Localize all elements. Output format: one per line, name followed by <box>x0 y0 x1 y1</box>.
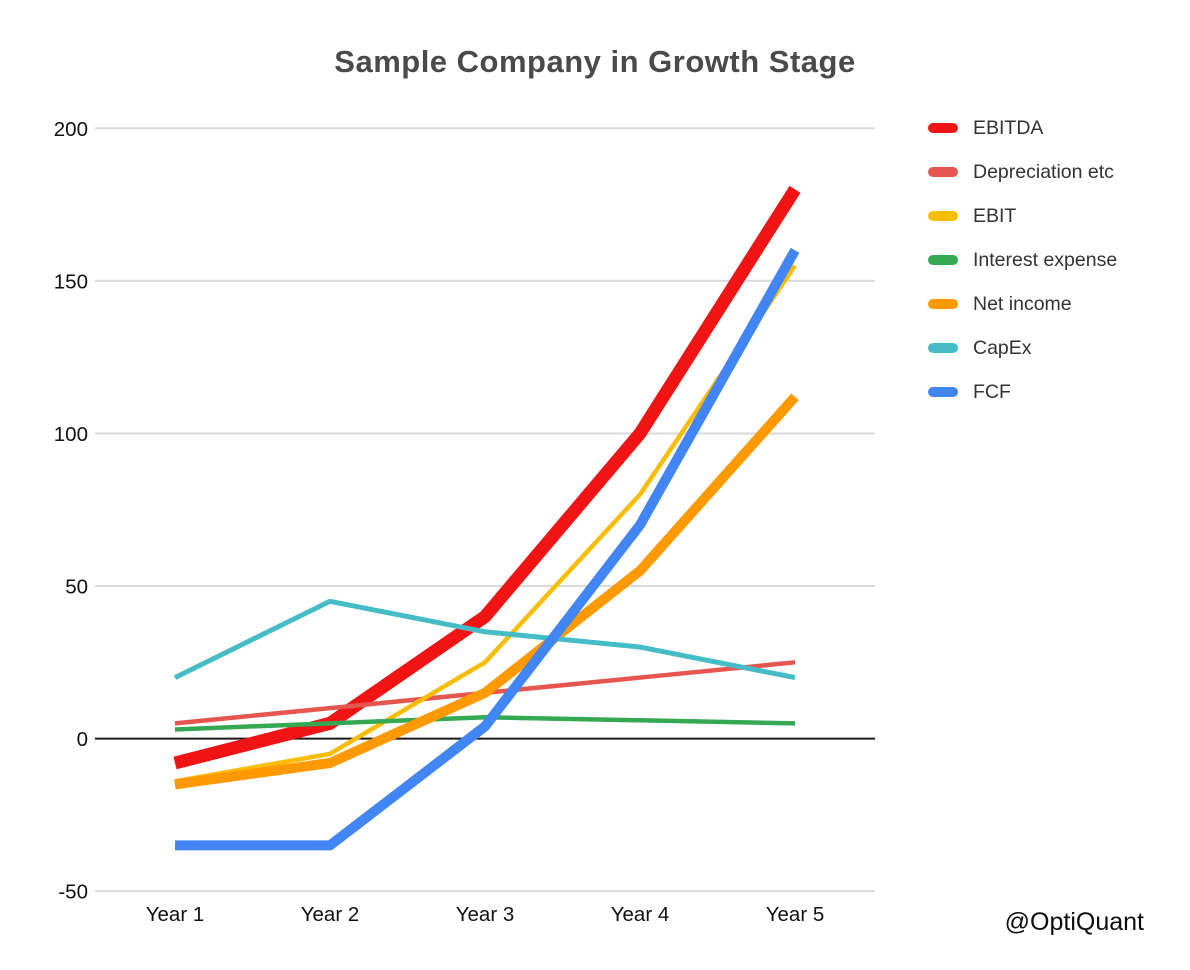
y-axis-tick-label: 0 <box>77 728 88 751</box>
y-axis-tick-label: 100 <box>54 423 88 446</box>
legend-swatch-icon <box>928 255 958 265</box>
legend-item-label: Depreciation etc <box>973 160 1114 183</box>
series-line-net-income <box>174 393 799 790</box>
x-axis-tick-label: Year 4 <box>611 903 670 926</box>
legend-item: CapEx <box>928 326 1117 370</box>
legend-item: Interest expense <box>928 238 1117 282</box>
chart-title: Sample Company in Growth Stage <box>334 44 856 79</box>
x-axis-tick-label: Year 1 <box>146 903 205 926</box>
legend-item-label: Interest expense <box>973 248 1118 271</box>
series-line-ebit <box>174 264 797 784</box>
y-axis-tick-label: 50 <box>65 576 88 599</box>
legend-item: FCF <box>928 370 1117 414</box>
series-line-capex <box>173 598 796 681</box>
y-axis-tick-label: 200 <box>54 118 88 141</box>
legend-item: EBITDA <box>928 106 1117 150</box>
legend-item-label: EBIT <box>973 204 1017 227</box>
legend-item: Depreciation etc <box>928 150 1117 194</box>
series-line-ebitda <box>173 185 801 770</box>
watermark: @OptiQuant <box>1004 908 1144 936</box>
legend-item-label: FCF <box>973 380 1011 403</box>
legend-swatch-icon <box>928 167 958 177</box>
legend-item-label: CapEx <box>973 336 1032 359</box>
legend-item-label: EBITDA <box>973 116 1044 139</box>
y-axis-tick-label: 150 <box>54 270 88 293</box>
legend-item: EBIT <box>928 194 1117 238</box>
legend-swatch-icon <box>928 299 958 309</box>
legend-swatch-icon <box>928 343 958 353</box>
legend-swatch-icon <box>928 387 958 397</box>
legend-swatch-icon <box>928 211 958 221</box>
x-axis-tick-label: Year 5 <box>766 903 825 926</box>
legend-swatch-icon <box>928 123 958 133</box>
series-line-interest-expense <box>174 714 796 732</box>
series-line-fcf <box>175 247 800 851</box>
x-axis-tick-label: Year 3 <box>456 903 515 926</box>
x-axis-tick-label: Year 2 <box>301 903 360 926</box>
legend-item: Net income <box>928 282 1117 326</box>
legend: EBITDA Depreciation etc EBIT Interest expen… <box>928 106 1117 414</box>
y-axis-tick-label: -50 <box>58 881 88 904</box>
legend-item-label: Net income <box>973 292 1072 315</box>
